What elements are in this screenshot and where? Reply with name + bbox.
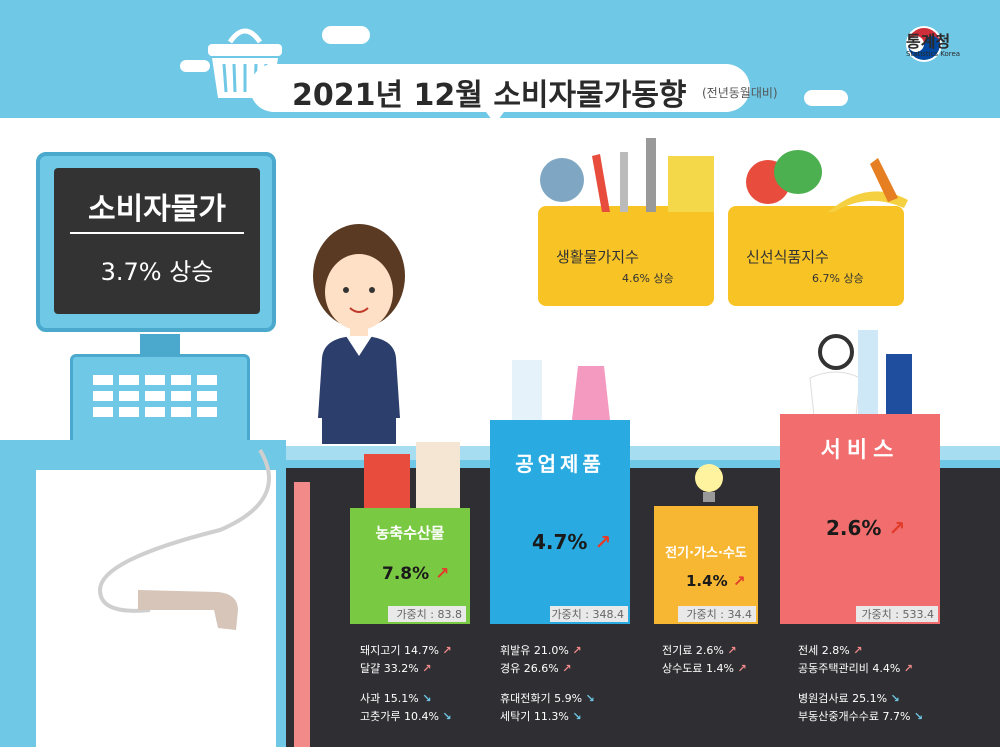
arrow-down-icon: ↘ [442,710,452,723]
agency-name: 통계청 [906,32,951,51]
cloud [180,60,210,72]
agri-rate-value: 7.8% [382,564,430,584]
list-item: 병원검사료 25.1% ↘ [798,692,900,705]
board-strip [294,482,310,747]
industrial-rate: 4.7% ↗ [532,530,611,554]
industrial-rate-value: 4.7% [532,530,588,554]
service-rate: 2.6% ↗ [826,516,905,540]
arrow-up-icon: ↗ [422,662,432,675]
service-box [780,414,940,624]
industrial-weight: 가중치 : 348.4 [550,606,628,622]
utilities-box [654,506,758,624]
service-rate-value: 2.6% [826,516,882,540]
barcode-scanner-icon [138,590,238,630]
industrial-name: 공업제품 [515,452,605,476]
register-neck [140,334,180,354]
living-price-value: 4.6% 상승 [622,272,674,285]
utilities-rate-value: 1.4% [686,572,728,590]
agri-weight: 가중치 : 83.8 [388,606,466,622]
list-item: 경유 26.6% ↗ [500,662,572,675]
register-screen [54,168,260,314]
scanner-cable-icon [97,448,271,613]
cloud [322,26,370,44]
cashier-illustration [313,224,405,444]
fresh-food-value: 6.7% 상승 [812,272,864,285]
arrow-down-icon: ↘ [572,710,582,723]
list-item: 세탁기 11.3% ↘ [500,710,582,723]
arrow-up-icon: ↗ [888,516,906,540]
arrow-up-icon: ↗ [572,644,582,657]
divider [70,232,244,234]
list-item: 휘발유 21.0% ↗ [500,644,582,657]
title-bar [250,64,750,112]
arrow-up-icon: ↗ [435,564,450,584]
arrow-up-icon: ↗ [737,662,747,675]
milk-and-detergent-icon [512,360,610,420]
utilities-weight: 가중치 : 34.4 [678,606,756,622]
service-items-icon [809,330,912,416]
arrow-down-icon: ↘ [585,692,595,705]
living-price-label: 생활물가지수 [556,248,639,266]
register-keypad [70,354,250,450]
arrow-up-icon: ↗ [853,644,863,657]
board-trim [286,460,1000,470]
arrow-up-icon: ↗ [903,662,914,675]
service-weight: 가중치 : 533.4 [856,606,938,622]
list-item: 휴대전화기 5.9% ↘ [500,692,595,705]
list-item: 사과 15.1% ↘ [360,692,432,705]
list-item: 부동산중개수수료 7.7% ↘ [798,710,924,723]
list-item: 고춧가루 10.4% ↘ [360,710,452,723]
list-item: 상수도료 1.4% ↗ [662,662,747,675]
list-item: 전기료 2.6% ↗ [662,644,737,657]
arrow-down-icon: ↘ [422,692,432,705]
arrow-up-icon: ↗ [727,644,737,657]
arrow-up-icon: ↗ [594,530,612,554]
arrow-up-icon: ↗ [562,662,572,675]
household-goods-icon [540,138,714,212]
utilities-rate: 1.4% ↗ [686,572,745,590]
list-item: 전세 2.8% ↗ [798,644,863,657]
arrow-up-icon: ↗ [732,572,746,590]
industrial-box [490,420,630,624]
cpi-value: 3.7% 상승 [100,258,214,286]
utilities-name: 전기·가스·수도 [665,546,747,561]
page-title: 2021년 12월 소비자물가동향 [292,78,687,113]
agency-name-en: Statistics Korea [906,50,961,58]
agri-box [350,508,470,624]
cloud [804,90,848,106]
list-item: 공동주택관리비 4.4% ↗ [798,662,914,675]
cpi-label: 소비자물가 [88,192,226,227]
meat-and-eggs-icon [364,442,460,510]
fresh-food-label: 신선식품지수 [746,248,829,266]
arrow-down-icon: ↘ [890,692,900,705]
keypad-icon [93,375,217,417]
title-tail [486,112,504,124]
fresh-food-basket [728,206,904,306]
arrow-up-icon: ↗ [442,644,452,657]
list-item: 달걀 33.2% ↗ [360,662,432,675]
agri-name: 농축수산물 [375,524,445,542]
taegeuk-logo-icon [906,26,942,62]
living-price-basket [538,206,714,306]
service-name: 서비스 [820,438,900,463]
list-item: 돼지고기 14.7% ↗ [360,644,452,657]
fresh-produce-icon [746,150,908,212]
arrow-down-icon: ↘ [913,710,924,723]
title-note: (전년동월대비) [702,86,778,100]
lightbulb-icon [695,464,723,502]
agri-rate: 7.8% ↗ [382,564,449,584]
